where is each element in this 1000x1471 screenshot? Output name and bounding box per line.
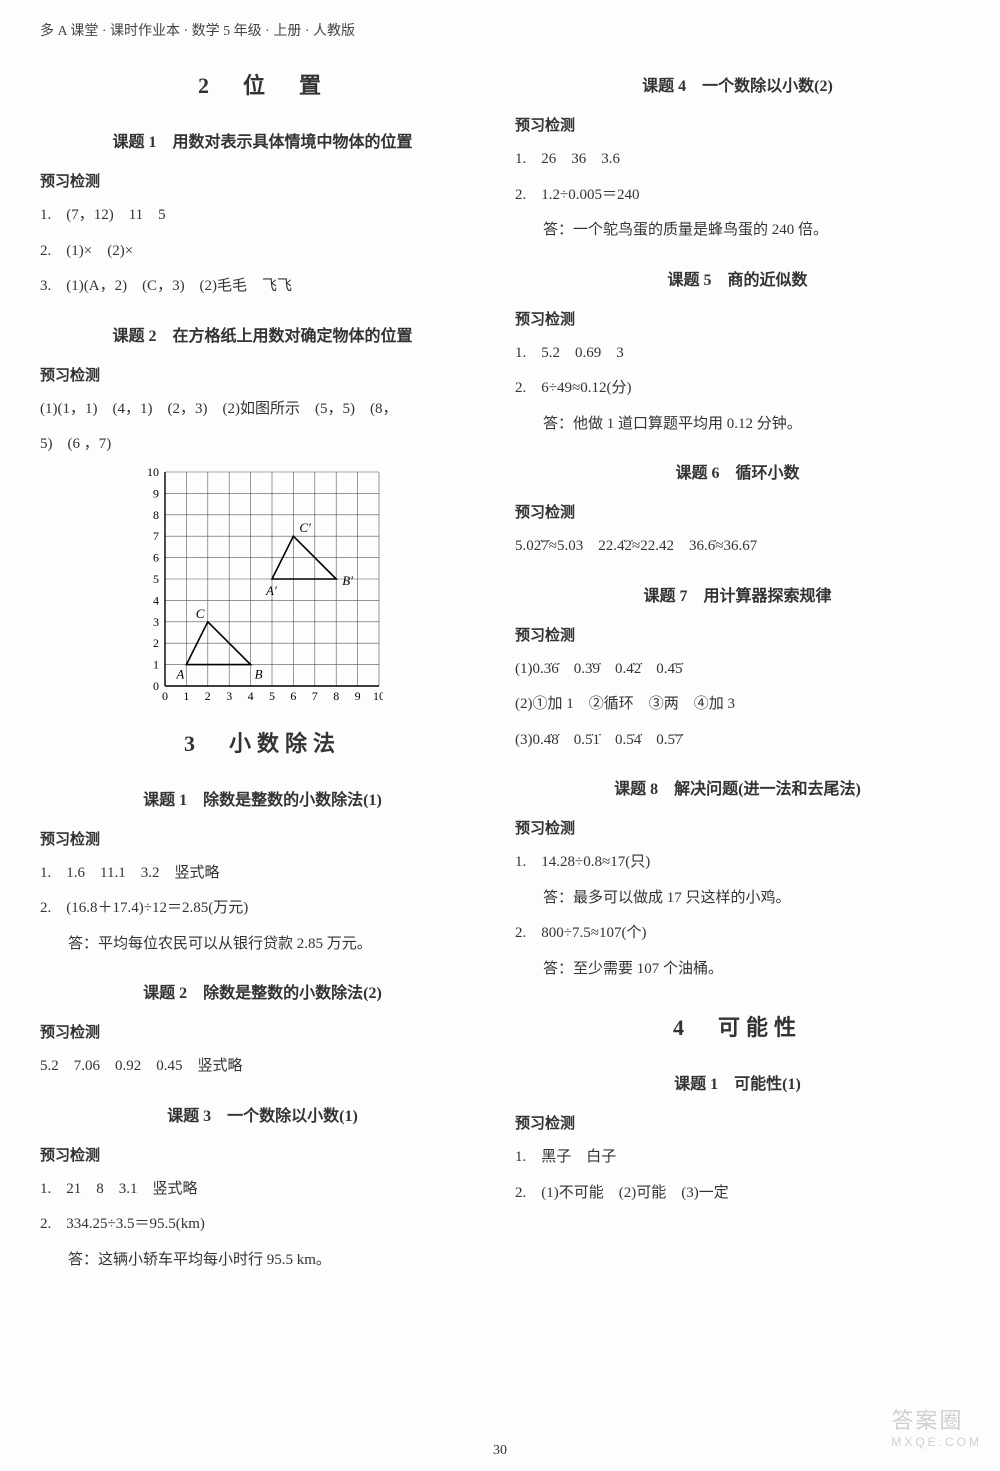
- lesson-3-4-title: 课题 4 一个数除以小数(2): [515, 72, 960, 96]
- section-label: 预习检测: [515, 817, 960, 838]
- answer-line: 1. 26 36 3.6: [515, 147, 960, 173]
- section-label: 预习检测: [515, 1112, 960, 1133]
- answer-line: 2. 334.25÷3.5＝95.5(km): [40, 1212, 485, 1238]
- content-columns: 2 位 置 课题 1 用数对表示具体情境中物体的位置 预习检测 1. (7，12…: [40, 50, 960, 1283]
- svg-text:6: 6: [290, 689, 296, 703]
- answer-line: 答：至少需要 107 个油桶。: [515, 957, 960, 983]
- svg-text:8: 8: [333, 689, 339, 703]
- section-label: 预习检测: [40, 364, 485, 385]
- lesson-3-2-title: 课题 2 除数是整数的小数除法(2): [40, 979, 485, 1003]
- answer-line: 答：最多可以做成 17 只这样的小鸡。: [515, 886, 960, 912]
- answer-line: 答：平均每位农民可以从银行贷款 2.85 万元。: [40, 932, 485, 958]
- lesson-3-8-title: 课题 8 解决问题(进一法和去尾法): [515, 775, 960, 799]
- answer-line: 2. (1)× (2)×: [40, 239, 485, 265]
- svg-text:3: 3: [226, 689, 232, 703]
- watermark: 答案圈 MXQE.COM: [891, 1403, 982, 1449]
- answer-line: 3. (1)(A，2) (C，3) (2)毛毛 飞飞: [40, 274, 485, 300]
- answer-line: 2. 6÷49≈0.12(分): [515, 376, 960, 402]
- svg-text:A: A: [175, 666, 184, 681]
- answer-line: 2. (1)不可能 (2)可能 (3)一定: [515, 1181, 960, 1207]
- watermark-top: 答案圈: [891, 1408, 963, 1433]
- answer-line: 1. 黑子 白子: [515, 1145, 960, 1171]
- svg-text:C′: C′: [299, 520, 311, 535]
- svg-text:B: B: [254, 666, 262, 681]
- section-label: 预习检测: [515, 501, 960, 522]
- answer-line: (3)0.4̇8̇ 0.5̇1̇ 0.5̇4̇ 0.5̇7̇: [515, 728, 960, 754]
- svg-text:3: 3: [153, 614, 159, 628]
- watermark-bottom: MXQE.COM: [891, 1435, 982, 1449]
- svg-text:5: 5: [269, 689, 275, 703]
- lesson-2-1-title: 课题 1 用数对表示具体情境中物体的位置: [40, 128, 485, 152]
- section-label: 预习检测: [515, 114, 960, 135]
- grid-graph: 00 1 1 2 2 3 3 4 4 5 5 6 6 7 7 8 8 9 9 10 10 A B C A′ B′ C′: [143, 468, 383, 708]
- svg-text:8: 8: [153, 507, 159, 521]
- answer-line: 1. 1.6 11.1 3.2 竖式略: [40, 861, 485, 887]
- svg-text:0: 0: [162, 689, 168, 703]
- section-label: 预习检测: [40, 828, 485, 849]
- svg-text:4: 4: [153, 593, 159, 607]
- section-label: 预习检测: [40, 170, 485, 191]
- answer-line: 5.2 7.06 0.92 0.45 竖式略: [40, 1054, 485, 1080]
- answer-line: 2. 1.2÷0.005＝240: [515, 183, 960, 209]
- answer-line: 1. 14.28÷0.8≈17(只): [515, 850, 960, 876]
- svg-text:4: 4: [247, 689, 253, 703]
- svg-text:2: 2: [153, 636, 159, 650]
- svg-text:7: 7: [153, 529, 159, 543]
- chapter-3-title: 3 小数除法: [40, 726, 485, 758]
- answer-line: 2. (16.8＋17.4)÷12＝2.85(万元): [40, 896, 485, 922]
- svg-text:B′: B′: [342, 573, 353, 588]
- answer-line: 答：他做 1 道口算题平均用 0.12 分钟。: [515, 412, 960, 438]
- answer-line: 1. 21 8 3.1 竖式略: [40, 1177, 485, 1203]
- lesson-3-6-title: 课题 6 循环小数: [515, 459, 960, 483]
- section-label: 预习检测: [515, 624, 960, 645]
- svg-text:1: 1: [183, 689, 189, 703]
- svg-text:C: C: [195, 605, 204, 620]
- answer-line: (1)0.3̇6̇ 0.3̇9̇ 0.4̇2̇ 0.4̇5̇: [515, 657, 960, 683]
- section-label: 预习检测: [40, 1144, 485, 1165]
- section-label: 预习检测: [515, 308, 960, 329]
- svg-text:5: 5: [153, 572, 159, 586]
- svg-text:10: 10: [147, 468, 159, 479]
- lesson-3-3-title: 课题 3 一个数除以小数(1): [40, 1102, 485, 1126]
- lesson-4-1-title: 课题 1 可能性(1): [515, 1070, 960, 1094]
- svg-text:9: 9: [153, 486, 159, 500]
- page-number: 30: [0, 1443, 1000, 1459]
- answer-line: 5) (6 ，7): [40, 432, 485, 458]
- lesson-2-2-title: 课题 2 在方格纸上用数对确定物体的位置: [40, 322, 485, 346]
- svg-text:1: 1: [153, 657, 159, 671]
- answer-line: 1. 5.2 0.69 3: [515, 341, 960, 367]
- svg-text:A′: A′: [265, 583, 277, 598]
- left-column: 2 位 置 课题 1 用数对表示具体情境中物体的位置 预习检测 1. (7，12…: [40, 50, 485, 1283]
- section-label: 预习检测: [40, 1021, 485, 1042]
- svg-text:7: 7: [311, 689, 317, 703]
- answer-line: 2. 800÷7.5≈107(个): [515, 921, 960, 947]
- answer-line: (1)(1，1) (4，1) (2，3) (2)如图所示 (5，5) (8，: [40, 397, 485, 423]
- book-header: 多 A 课堂 · 课时作业本 · 数学 5 年级 · 上册 · 人教版: [40, 20, 960, 40]
- chapter-2-title: 2 位 置: [40, 68, 485, 100]
- lesson-3-1-title: 课题 1 除数是整数的小数除法(1): [40, 786, 485, 810]
- right-column: 课题 4 一个数除以小数(2) 预习检测 1. 26 36 3.6 2. 1.2…: [515, 50, 960, 1283]
- answer-line: 答：一个鸵鸟蛋的质量是蜂鸟蛋的 240 倍。: [515, 218, 960, 244]
- answer-line: 答：这辆小轿车平均每小时行 95.5 km。: [40, 1248, 485, 1274]
- svg-text:9: 9: [354, 689, 360, 703]
- chapter-4-title: 4 可能性: [515, 1010, 960, 1042]
- answer-line: (2)①加 1 ②循环 ③两 ④加 3: [515, 692, 960, 718]
- lesson-3-5-title: 课题 5 商的近似数: [515, 266, 960, 290]
- answer-line: 1. (7，12) 11 5: [40, 203, 485, 229]
- svg-text:10: 10: [373, 689, 383, 703]
- svg-text:2: 2: [204, 689, 210, 703]
- svg-text:0: 0: [153, 679, 159, 693]
- svg-text:6: 6: [153, 550, 159, 564]
- answer-line: 5.02̇7̇≈5.03 22.4̇2̇≈22.42 36.6̇≈36.67: [515, 534, 960, 560]
- lesson-3-7-title: 课题 7 用计算器探索规律: [515, 582, 960, 606]
